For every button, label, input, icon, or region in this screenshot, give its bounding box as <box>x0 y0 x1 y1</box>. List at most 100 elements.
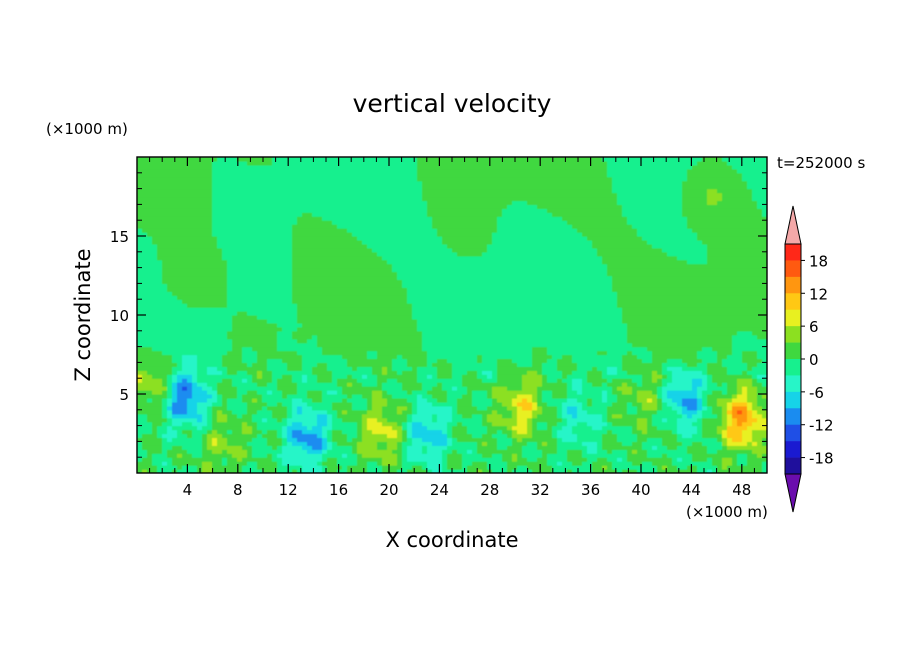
field-cell <box>332 236 338 241</box>
field-cell <box>137 413 143 419</box>
field-cell <box>262 287 268 292</box>
field-cell <box>172 338 178 344</box>
field-cell <box>212 168 218 174</box>
field-cell <box>387 465 393 470</box>
field-cell <box>342 247 348 253</box>
field-cell <box>277 220 283 225</box>
field-cell <box>257 307 263 312</box>
field-cell <box>147 275 153 281</box>
field-cell <box>242 409 248 415</box>
field-cell <box>282 311 288 316</box>
field-cell <box>337 196 343 202</box>
field-cell <box>307 164 313 170</box>
field-cell <box>182 330 188 336</box>
field-cell <box>237 279 243 284</box>
field-cell <box>227 362 233 367</box>
field-cell <box>227 358 233 363</box>
field-cell <box>412 433 418 439</box>
field-cell <box>152 204 158 209</box>
field-cell <box>257 247 263 253</box>
field-cell <box>427 188 433 194</box>
field-cell <box>222 394 228 399</box>
field-cell <box>252 291 258 296</box>
field-cell <box>272 271 278 277</box>
field-cell <box>327 188 333 194</box>
field-cell <box>302 374 308 379</box>
field-cell <box>292 184 298 190</box>
field-cell <box>227 216 233 221</box>
field-cell <box>182 382 188 387</box>
field-cell <box>402 421 408 427</box>
field-cell <box>432 429 438 435</box>
field-cell <box>152 346 158 352</box>
field-cell <box>237 164 243 170</box>
field-cell <box>307 457 313 462</box>
field-cell <box>407 200 413 205</box>
field-cell <box>252 307 258 312</box>
field-cell <box>382 401 388 407</box>
field-cell <box>217 330 223 336</box>
field-cell <box>412 283 418 288</box>
field-cell <box>297 200 303 205</box>
field-cell <box>342 433 348 439</box>
field-cell <box>327 160 333 166</box>
field-cell <box>197 255 203 261</box>
field-cell <box>322 200 328 205</box>
field-cell <box>207 184 213 190</box>
field-cell <box>362 378 368 383</box>
field-cell <box>202 334 208 340</box>
field-cell <box>167 204 173 209</box>
field-cell <box>282 220 288 225</box>
field-cell <box>242 271 248 277</box>
field-cell <box>262 461 268 466</box>
field-cell <box>292 390 298 395</box>
field-cell <box>417 330 423 336</box>
field-cell <box>202 445 208 450</box>
field-cell <box>372 247 378 253</box>
field-cell <box>382 160 388 166</box>
field-cell <box>142 346 148 352</box>
field-cell <box>162 247 168 253</box>
field-cell <box>192 168 198 174</box>
field-cell <box>272 318 278 324</box>
field-cell <box>427 180 433 186</box>
field-cell <box>432 378 438 383</box>
field-cell <box>422 168 428 174</box>
field-cell <box>297 228 303 233</box>
field-cell <box>137 243 143 249</box>
field-cell <box>312 212 318 217</box>
field-cell <box>267 216 273 221</box>
field-cell <box>337 374 343 379</box>
field-cell <box>262 382 268 387</box>
field-cell <box>257 330 263 336</box>
field-cell <box>317 449 323 454</box>
field-cell <box>242 208 248 213</box>
field-cell <box>357 255 363 261</box>
field-cell <box>297 275 303 281</box>
field-cell <box>307 287 313 292</box>
field-cell <box>407 445 413 450</box>
field-cell <box>282 322 288 328</box>
field-cell <box>312 164 318 170</box>
field-cell <box>347 247 353 253</box>
field-cell <box>307 208 313 213</box>
field-cell <box>417 350 423 356</box>
field-cell <box>257 224 263 229</box>
field-cell <box>362 299 368 304</box>
field-cell <box>202 267 208 273</box>
field-cell <box>257 263 263 269</box>
field-cell <box>232 287 238 292</box>
field-cell <box>417 374 423 379</box>
field-cell <box>287 168 293 174</box>
field-cell <box>262 200 268 205</box>
field-cell <box>317 318 323 324</box>
field-cell <box>202 382 208 387</box>
field-cell <box>397 437 403 442</box>
field-cell <box>427 208 433 213</box>
field-cell <box>177 176 183 182</box>
field-cell <box>272 342 278 348</box>
field-cell <box>322 461 328 466</box>
field-cell <box>187 299 193 304</box>
field-cell <box>442 251 448 257</box>
field-cell <box>302 382 308 387</box>
